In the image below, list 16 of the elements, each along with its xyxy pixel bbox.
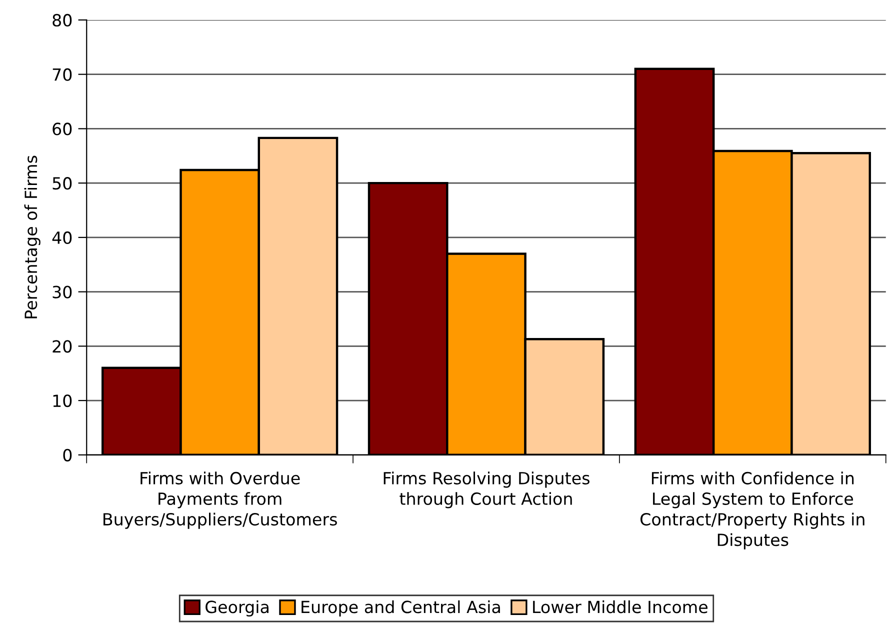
- y-tick-label: 0: [63, 448, 72, 462]
- legend-label: Lower Middle Income: [533, 600, 708, 614]
- legend-label: Europe and Central Asia: [302, 600, 500, 617]
- y-tick-label: 50: [52, 177, 72, 190]
- x-tick-label: Firms with Confidence in Legal System to Enforce Contract/Property Rights in Disputes: [640, 472, 864, 550]
- y-axis-title: Percentage of Firms: [24, 156, 40, 318]
- y-tick-label: 60: [52, 122, 72, 136]
- x-tick-label: Firms Resolving Disputes through Court Action: [384, 472, 590, 508]
- legend-label: Georgia: [206, 600, 268, 617]
- x-tick-label: Firms with Overdue Payments from Buyers/Suppliers/Customers: [104, 472, 337, 529]
- y-tick-label: 80: [52, 14, 72, 27]
- y-tick-label: 40: [52, 231, 72, 244]
- y-tick-label: 30: [52, 286, 72, 298]
- y-tick-label: 70: [52, 68, 72, 81]
- y-tick-label: 20: [52, 340, 72, 353]
- y-tick-label: 10: [53, 394, 72, 408]
